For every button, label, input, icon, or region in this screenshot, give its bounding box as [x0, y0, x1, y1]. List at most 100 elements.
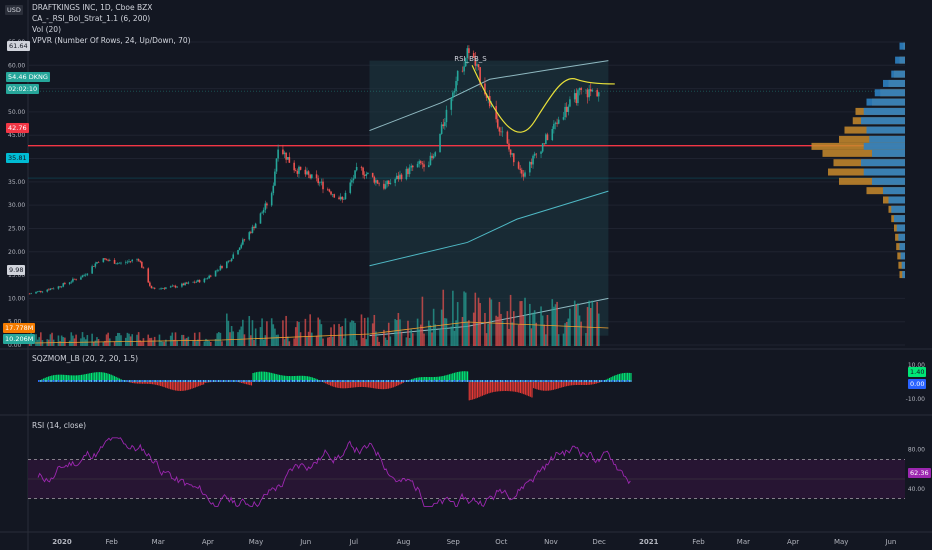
volume-bar — [395, 320, 398, 346]
volume-bar — [578, 315, 581, 346]
rsi-legend[interactable]: RSI (14, close) — [32, 421, 87, 430]
squeeze-bar — [290, 376, 292, 381]
candle-body — [64, 283, 66, 285]
squeeze-bar — [572, 381, 574, 386]
squeeze-bar — [500, 381, 502, 392]
squeeze-bar — [72, 375, 74, 381]
volume-bar — [94, 340, 97, 346]
squeeze-dot — [559, 380, 561, 382]
bollinger-zone — [369, 60, 609, 336]
volume-bar — [309, 314, 311, 346]
squeeze-bar — [181, 381, 183, 391]
squeeze-bar — [521, 381, 523, 394]
squeeze-bar — [374, 381, 376, 389]
squeeze-bar — [302, 375, 304, 381]
squeeze-dot — [405, 380, 408, 382]
squeeze-dot — [429, 380, 431, 382]
candle-body — [206, 278, 209, 279]
squeeze-bar — [453, 372, 455, 381]
squeeze-dot — [524, 380, 526, 382]
squeeze-bar — [354, 381, 356, 388]
candle-body — [274, 171, 276, 186]
squeeze-bar — [473, 381, 475, 400]
squeeze-dot — [523, 380, 525, 382]
candle-body — [136, 259, 138, 260]
squeeze-dot — [62, 380, 64, 382]
squeeze-dot — [217, 380, 220, 382]
squeeze-bar — [471, 381, 474, 400]
candle-body — [375, 180, 377, 183]
volume-bar — [217, 332, 220, 346]
candle-body — [283, 152, 286, 155]
volume-bar — [310, 332, 313, 346]
squeeze-bar — [414, 378, 416, 381]
volume-bar — [293, 338, 295, 346]
currency-label[interactable]: USD — [5, 5, 23, 15]
squeeze-dot — [622, 380, 624, 382]
squeeze-bar — [371, 381, 373, 388]
bar-countdown-label: 02:02:10 — [6, 84, 40, 94]
candle-body — [158, 288, 161, 290]
volume-bar — [420, 324, 422, 346]
candle-body — [96, 262, 98, 264]
squeeze-legend[interactable]: SQZMOM_LB (20, 2, 20, 1.5) — [32, 354, 139, 363]
volume-bar — [453, 330, 456, 346]
squeeze-dot — [272, 380, 274, 382]
squeeze-dot — [354, 380, 356, 382]
squeeze-dot — [326, 380, 328, 382]
candle-body — [230, 258, 233, 262]
volume-bar — [184, 338, 186, 346]
candle-body — [310, 174, 313, 179]
candle-body — [152, 287, 154, 289]
squeeze-bar — [566, 381, 568, 387]
squeeze-dot — [269, 380, 271, 382]
squeeze-dot — [346, 380, 348, 382]
volume-bar — [38, 337, 41, 346]
candle-body — [149, 282, 151, 286]
squeeze-bar — [386, 381, 388, 389]
squeeze-dot — [335, 380, 337, 382]
candle-body — [338, 197, 340, 200]
volume-bar — [444, 318, 446, 346]
squeeze-dot — [318, 380, 320, 382]
squeeze-bar — [503, 381, 505, 392]
squeeze-dot — [603, 380, 606, 382]
squeeze-dot — [99, 380, 101, 382]
candle-body — [294, 170, 297, 171]
candle-body — [187, 282, 190, 284]
squeeze-dot — [473, 380, 475, 382]
squeeze-bar — [615, 374, 617, 381]
squeeze-bar — [401, 381, 403, 384]
squeeze-dot — [455, 380, 457, 382]
squeeze-dot — [145, 380, 147, 382]
squeeze-dot — [503, 380, 505, 382]
price-tick-label: 35.00 — [8, 179, 25, 186]
candle-body — [428, 165, 430, 168]
indicator-legend-vpvr[interactable]: VPVR (Number Of Rows, 24, Up/Down, 70) — [32, 36, 191, 45]
squeeze-dot — [536, 380, 538, 382]
candle-body — [184, 282, 186, 286]
candle-body — [205, 278, 207, 280]
squeeze-bar — [518, 381, 520, 393]
squeeze-bar — [592, 381, 594, 385]
volume-bar — [306, 336, 308, 346]
squeeze-bar — [178, 381, 180, 391]
squeeze-dot — [625, 380, 627, 382]
squeeze-bar — [417, 377, 419, 381]
squeeze-bar — [490, 381, 492, 393]
volume-bar — [400, 331, 403, 346]
squeeze-bar — [264, 371, 266, 381]
squeeze-dot — [361, 380, 363, 382]
volume-bar — [541, 315, 544, 346]
candle-body — [328, 189, 331, 192]
squeeze-dot — [132, 380, 134, 382]
indicator-legend-vol[interactable]: Vol (20) — [32, 25, 62, 34]
squeeze-bar — [87, 373, 89, 381]
candle-body — [524, 172, 526, 177]
indicator-legend-rsi-bol[interactable]: CA_-_RSI_Bol_Strat_1.1 (6, 200) — [32, 14, 151, 23]
squeeze-bar — [529, 381, 531, 397]
candle-body — [94, 263, 97, 267]
candle-body — [578, 87, 581, 91]
